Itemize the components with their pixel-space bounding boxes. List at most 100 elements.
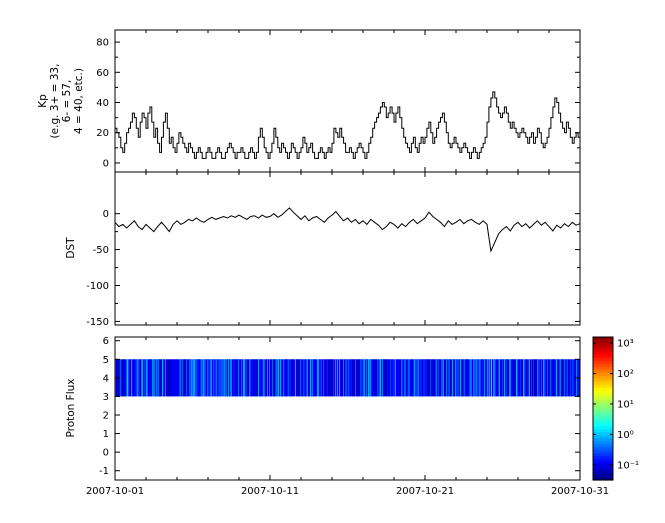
flux-column <box>518 359 520 397</box>
dst-series-line <box>114 207 581 253</box>
flux-column <box>390 359 392 397</box>
flux-column <box>363 359 365 397</box>
flux-column <box>507 359 509 397</box>
flux-column <box>226 359 228 397</box>
colorbar-gradient-segment <box>593 435 613 439</box>
flux-column <box>182 359 184 397</box>
flux-column <box>465 359 467 397</box>
flux-column <box>408 359 410 397</box>
flux-column <box>468 359 470 397</box>
flux-column <box>567 359 569 397</box>
flux-column <box>189 359 191 397</box>
flux-column <box>174 359 176 397</box>
kp-series-line <box>115 91 580 159</box>
colorbar-gradient-segment <box>593 393 613 398</box>
flux-column <box>324 359 326 397</box>
flux-column <box>151 359 153 397</box>
flux-column <box>271 359 273 397</box>
flux-column <box>253 359 255 397</box>
flux-column <box>213 359 215 397</box>
flux-column <box>519 359 521 397</box>
flux-column <box>310 359 312 397</box>
flux-column <box>500 359 502 397</box>
flux-column <box>262 359 264 397</box>
flux-column <box>464 359 466 397</box>
flux-column <box>478 359 480 397</box>
flux-column <box>555 359 557 397</box>
flux-column <box>499 359 501 397</box>
flux-column <box>134 359 136 397</box>
x-tick-label-2: 2007-10-11 <box>241 486 299 497</box>
flux-column <box>453 359 455 397</box>
colorbar-gradient-segment <box>593 447 613 451</box>
flux-column <box>171 359 173 397</box>
colorbar-gradient-segment <box>593 375 613 380</box>
flux-column <box>294 359 296 397</box>
colorbar-gradient-segment <box>593 411 613 416</box>
colorbar-gradient-segment <box>593 360 613 365</box>
flux-column <box>440 359 442 397</box>
flux-column <box>252 359 254 397</box>
colorbar-gradient-segment <box>593 408 613 413</box>
flux-column <box>459 359 461 397</box>
colorbar-gradient-segment <box>593 477 613 481</box>
flux-column <box>504 359 506 397</box>
flux-column <box>343 359 345 397</box>
flux-column <box>273 359 275 397</box>
flux-column <box>129 359 131 397</box>
flux-ytick-label: 0 <box>103 448 109 459</box>
flux-column <box>496 359 498 397</box>
flux-column <box>392 359 394 397</box>
flux-column <box>172 359 174 397</box>
flux-column <box>448 359 450 397</box>
flux-column <box>491 359 493 397</box>
kp-axis-label-line1: Kp <box>37 94 49 108</box>
colorbar-gradient-segment <box>593 363 613 368</box>
flux-column <box>165 359 167 397</box>
flux-column <box>246 359 248 397</box>
colorbar-gradient-segment <box>593 444 613 448</box>
flux-column <box>161 359 163 397</box>
colorbar-gradient-segment <box>593 378 613 383</box>
flux-column <box>191 359 193 397</box>
flux-column <box>160 359 162 397</box>
flux-column <box>574 359 576 397</box>
dst-ytick-label: -50 <box>93 245 109 256</box>
flux-column <box>568 359 570 397</box>
flux-column <box>378 359 380 397</box>
flux-column <box>422 359 424 397</box>
colorbar-gradient-segment <box>593 456 613 460</box>
flux-column <box>443 359 445 397</box>
flux-column <box>397 359 399 397</box>
flux-column <box>126 359 128 397</box>
flux-column <box>301 359 303 397</box>
flux-column <box>524 359 526 397</box>
flux-column <box>207 359 209 397</box>
flux-column <box>364 359 366 397</box>
flux-column <box>241 359 243 397</box>
flux-column <box>195 359 197 397</box>
flux-column <box>169 359 171 397</box>
flux-column <box>424 359 426 397</box>
flux-column <box>520 359 522 397</box>
flux-column <box>360 359 362 397</box>
colorbar-gradient-segment <box>593 423 613 427</box>
colorbar-gradient-segment <box>593 369 613 374</box>
flux-column <box>373 359 375 397</box>
colorbar-gradient-segment <box>593 438 613 442</box>
flux-column <box>446 359 448 397</box>
flux-column <box>149 359 151 397</box>
flux-column <box>541 359 543 397</box>
flux-column <box>188 359 190 397</box>
flux-column <box>166 359 168 397</box>
flux-column <box>143 359 145 397</box>
flux-column <box>124 359 126 397</box>
flux-column <box>184 359 186 397</box>
flux-column <box>427 359 429 397</box>
flux-column <box>239 359 241 397</box>
colorbar-gradient-segment <box>593 405 613 410</box>
flux-column <box>371 359 373 397</box>
flux-column <box>475 359 477 397</box>
flux-column <box>432 359 434 397</box>
flux-column <box>387 359 389 397</box>
